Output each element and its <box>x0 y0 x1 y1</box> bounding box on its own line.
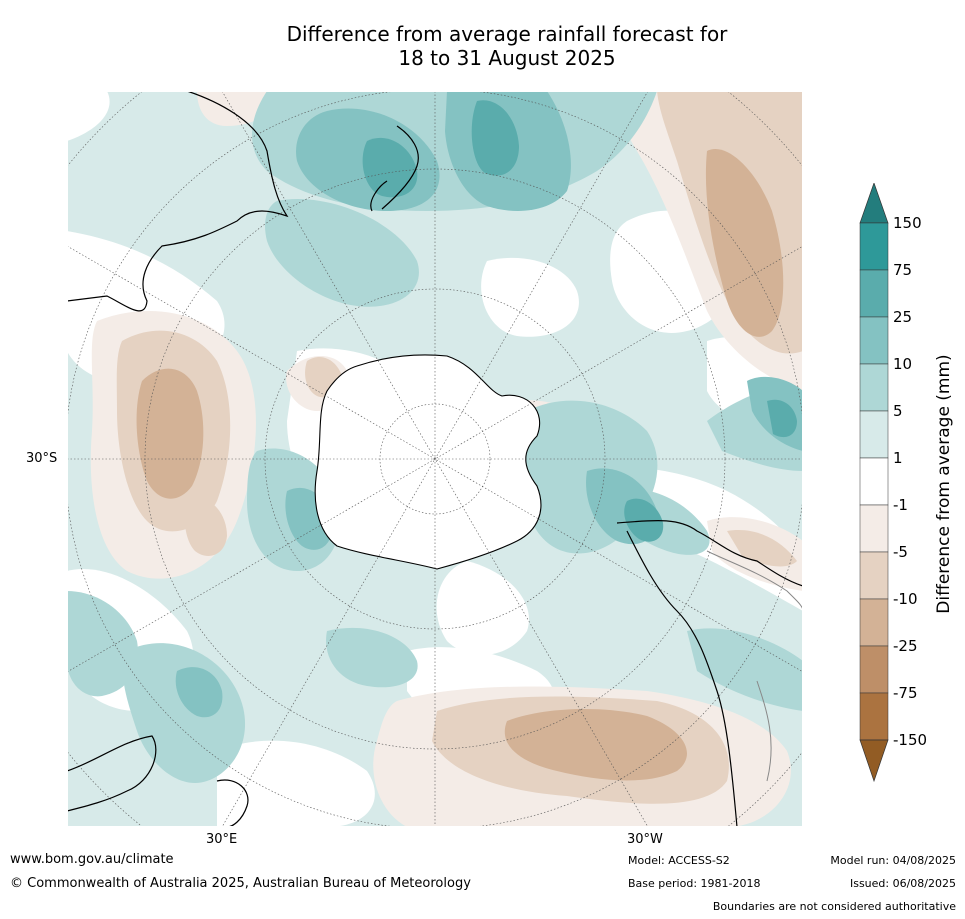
colorbar <box>858 181 890 783</box>
colorbar-bin <box>859 504 889 553</box>
colorbar-top-arrow <box>859 181 889 224</box>
colorbar-bin <box>859 410 889 459</box>
colorbar-tick: -10 <box>893 590 918 608</box>
colorbar-bin <box>859 692 889 741</box>
colorbar-tick: -5 <box>893 543 908 561</box>
colorbar-tick: 75 <box>893 261 913 279</box>
colorbar-tick: -25 <box>893 637 918 655</box>
wet-strong-regions <box>362 100 797 542</box>
colorbar-svg <box>859 181 889 783</box>
colorbar-tick: 10 <box>893 355 913 373</box>
australia-coastline <box>67 91 289 312</box>
colorbar-tick: 5 <box>893 402 903 420</box>
colorbar-bin <box>859 645 889 694</box>
colorbar-bottom-arrow <box>859 739 889 783</box>
africa-coastline <box>67 735 157 812</box>
graticule <box>67 91 803 827</box>
rainfall-map[interactable] <box>67 91 803 827</box>
title-line-1: Difference from average rainfall forecas… <box>286 22 728 46</box>
colorbar-bin <box>859 316 889 365</box>
title-line-2: 18 to 31 August 2025 <box>398 46 616 70</box>
base-period-text: Base period: 1981-2018 <box>628 877 761 890</box>
colorbar-bin <box>859 551 889 600</box>
colorbar-tick: 150 <box>893 214 922 232</box>
issued-text: Issued: 06/08/2025 <box>849 877 956 890</box>
dry-strong-regions <box>136 149 784 781</box>
continent-outlines <box>67 91 803 827</box>
longitude-label-east: 30°E <box>206 832 238 847</box>
colorbar-tick: 1 <box>893 449 903 467</box>
colorbar-label: Difference from average (mm) <box>934 354 954 614</box>
colorbar-bin <box>859 269 889 318</box>
country-borders <box>706 550 803 782</box>
new-zealand-coastline <box>370 125 419 212</box>
website-link[interactable]: www.bom.gov.au/climate <box>10 852 174 867</box>
colorbar-tick: 25 <box>893 308 913 326</box>
map-title: Difference from average rainfall forecas… <box>0 22 965 70</box>
south-america-coastline <box>616 520 803 587</box>
longitude-label-west: 30°W <box>627 832 663 847</box>
copyright-text: © Commonwealth of Australia 2025, Austra… <box>10 876 471 891</box>
colorbar-bin <box>859 363 889 412</box>
colorbar-tick: -1 <box>893 496 908 514</box>
disclaimer-text: Boundaries are not considered authoritat… <box>712 900 956 913</box>
colorbar-bin <box>859 222 889 271</box>
colorbar-bin <box>859 598 889 647</box>
antarctica-coastline <box>314 354 542 570</box>
latitude-label: 30°S <box>26 451 58 466</box>
model-run-text: Model run: 04/08/2025 <box>830 854 956 867</box>
map-svg <box>67 91 803 827</box>
colorbar-tick: -150 <box>893 731 928 749</box>
colorbar-tick: -75 <box>893 684 918 702</box>
model-text: Model: ACCESS-S2 <box>628 854 730 867</box>
map-frame <box>67 91 803 827</box>
antarctica-landmass <box>315 354 541 569</box>
colorbar-bin <box>859 457 889 506</box>
